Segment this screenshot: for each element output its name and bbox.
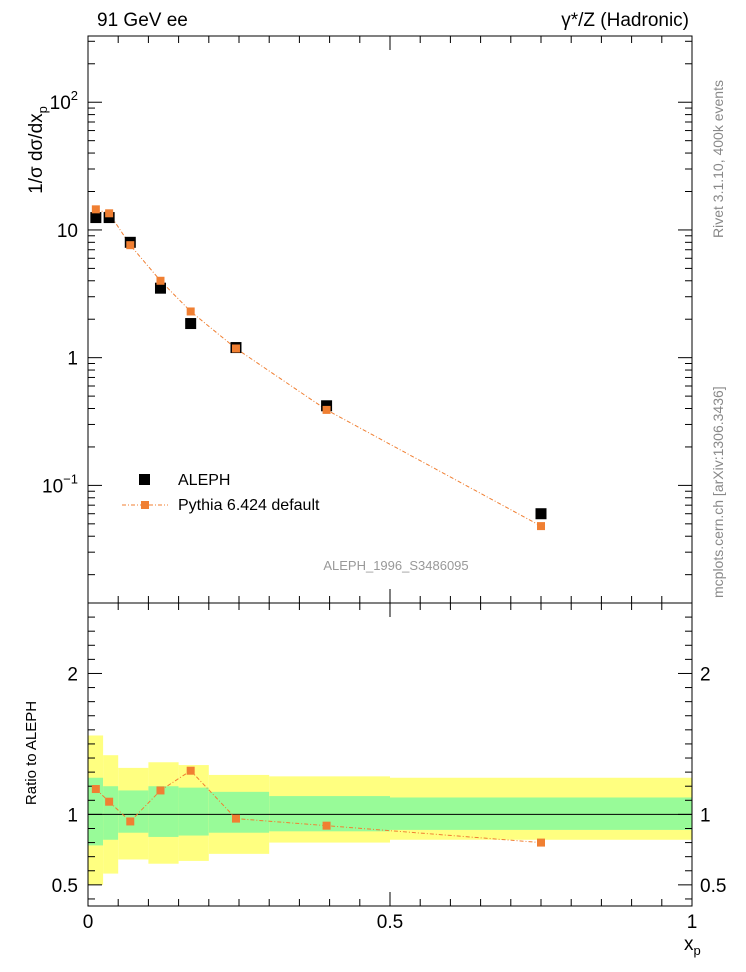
side-rivet-label: Rivet 3.1.10, 400k events (710, 80, 726, 238)
data-point-aleph (185, 318, 197, 330)
svg-text:xp: xp (684, 934, 701, 958)
ratio-y-tick-label: 1 (67, 805, 78, 826)
ratio-point-pythia (91, 785, 100, 794)
data-point-pythia (126, 241, 135, 250)
ratio-point-pythia (156, 786, 165, 795)
y-tick-label: 102 (50, 88, 78, 114)
ratio-y-tick-label: 2 (67, 664, 78, 685)
y-tick-label: 1 (67, 349, 78, 370)
ratio-x-tick-label: 1 (687, 912, 698, 933)
data-point-pythia (186, 307, 195, 316)
ratio-point-pythia (231, 814, 240, 823)
ratio-y-tick-label-right: 1 (700, 805, 711, 826)
ratio-xlabel: xp (684, 934, 701, 958)
data-point-aleph (103, 212, 115, 224)
uncertainty-band-inner (148, 786, 179, 837)
legend: ALEPH Pythia 6.424 default (122, 472, 320, 514)
main-frame (87, 35, 693, 604)
data-point-pythia (105, 209, 114, 218)
legend-marker-pythia (141, 501, 149, 509)
ratio-y-tick-label: 0.5 (52, 876, 78, 897)
header-right: γ*/Z (Hadronic) (561, 10, 689, 31)
uncertainty-band-inner (118, 790, 149, 833)
data-point-aleph (154, 282, 166, 294)
data-point-pythia (537, 522, 545, 531)
legend-marker-aleph (139, 474, 150, 485)
data-point-pythia (91, 205, 100, 214)
ratio-point-pythia (322, 821, 331, 830)
y-tick-label: 10 (57, 221, 78, 242)
ratio-point-pythia (537, 838, 545, 847)
ratio-x-tick-label: 0.5 (377, 912, 403, 933)
data-point-aleph (90, 212, 102, 224)
ratio-y-tick-label-right: 0.5 (700, 876, 726, 897)
uncertainty-band-inner (178, 787, 209, 836)
ratio-x-tick-label: 0 (83, 912, 94, 933)
ratio-ylabel: Ratio to ALEPH (23, 701, 40, 805)
ratio-point-pythia (126, 817, 135, 826)
uncertainty-band-inner (390, 797, 692, 830)
data-point-pythia (231, 344, 240, 353)
y-tick-label: 10−1 (42, 471, 78, 497)
ratio-line-pythia (95, 770, 542, 844)
analysis-watermark: ALEPH_1996_S3486095 (323, 558, 468, 573)
header-left: 91 GeV ee (97, 10, 188, 31)
svg-text:1/σ dσ/dxp: 1/σ dσ/dxp (26, 106, 50, 194)
ratio-panel: 0.5 0.51 12 20 0.5 1 (52, 602, 726, 933)
main-ylabel: 1/σ dσ/dxp (26, 106, 50, 194)
legend-label-pythia: Pythia 6.424 default (178, 497, 320, 514)
main-panel: 10−1 1 10 102 (42, 35, 693, 604)
ratio-point-pythia (105, 797, 114, 806)
data-point-aleph (535, 508, 547, 520)
data-point-pythia (156, 276, 165, 285)
uncertainty-band-inner (208, 791, 270, 833)
ratio-point-pythia (186, 766, 195, 775)
legend-label-aleph: ALEPH (178, 472, 230, 489)
ratio-y-tick-label-right: 2 (700, 664, 711, 685)
data-point-aleph (321, 400, 333, 412)
series-line-pythia (95, 208, 542, 527)
side-mcplots-label: mcplots.cern.ch [arXiv:1306.3436] (710, 386, 726, 598)
data-point-pythia (322, 405, 331, 414)
uncertainty-band-inner (103, 786, 119, 840)
